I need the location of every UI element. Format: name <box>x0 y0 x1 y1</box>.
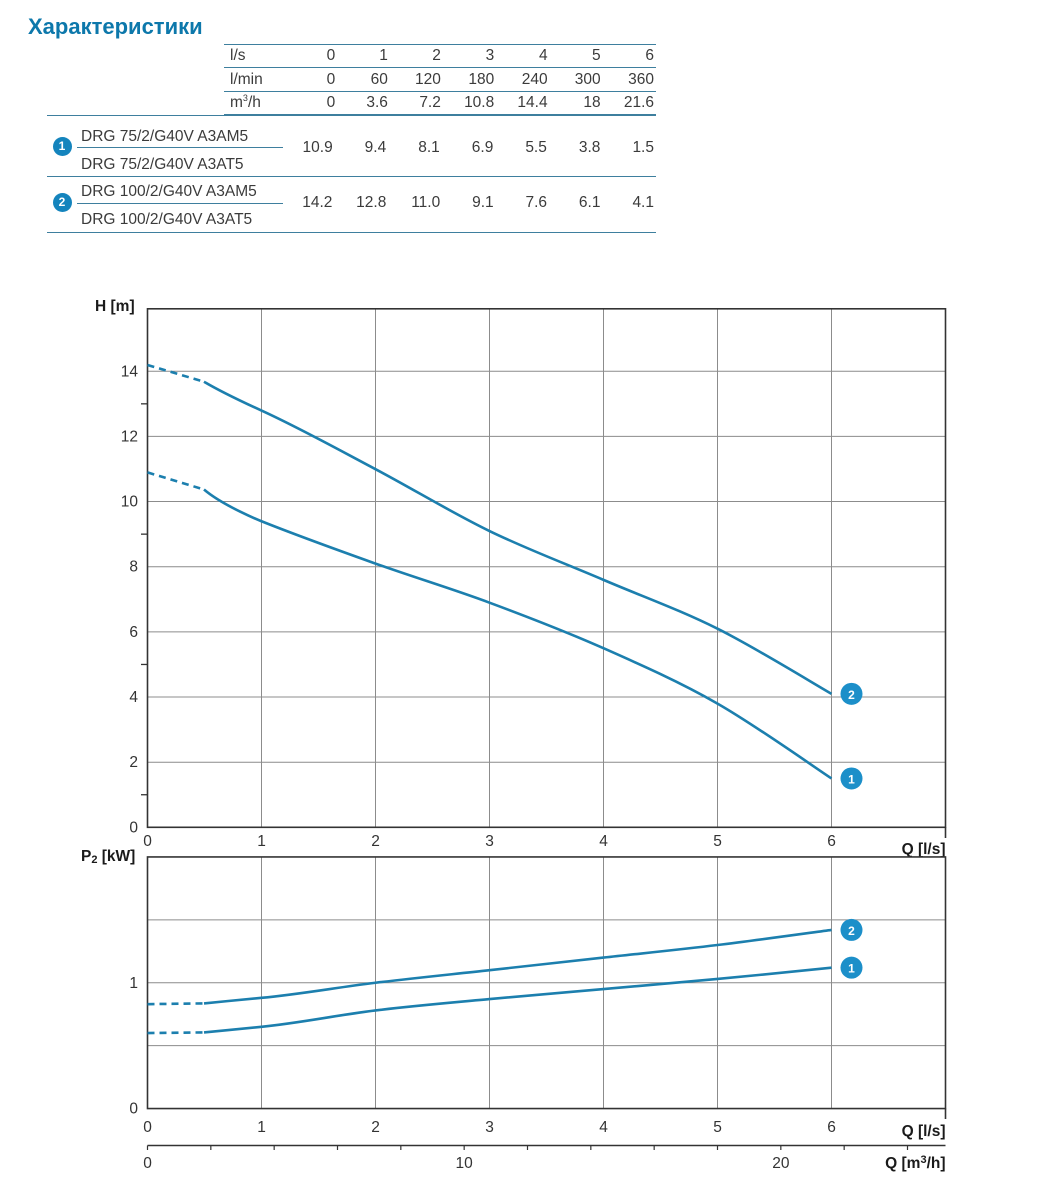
svg-text:2: 2 <box>129 754 138 771</box>
svg-text:0: 0 <box>129 1101 138 1118</box>
svg-text:8: 8 <box>129 559 138 576</box>
svg-text:P2 [kW]: P2 [kW] <box>81 848 135 866</box>
svg-text:2: 2 <box>371 1119 380 1136</box>
svg-text:2: 2 <box>848 924 855 938</box>
svg-text:12: 12 <box>121 428 138 445</box>
svg-text:6: 6 <box>827 1119 836 1136</box>
svg-text:0: 0 <box>143 1119 152 1136</box>
svg-text:5: 5 <box>713 1119 722 1136</box>
svg-text:2: 2 <box>848 688 855 702</box>
svg-text:1: 1 <box>129 975 138 992</box>
svg-text:4: 4 <box>599 1119 608 1136</box>
svg-text:1: 1 <box>257 833 266 850</box>
svg-text:3: 3 <box>485 833 494 850</box>
svg-text:4: 4 <box>129 689 138 706</box>
svg-text:5: 5 <box>713 833 722 850</box>
svg-text:10: 10 <box>121 494 139 511</box>
svg-text:0: 0 <box>129 819 138 836</box>
svg-text:0: 0 <box>143 1155 152 1172</box>
svg-text:Q [l/s]: Q [l/s] <box>902 841 946 858</box>
svg-text:Q [l/s]: Q [l/s] <box>902 1123 946 1140</box>
svg-text:H [m]: H [m] <box>95 298 135 315</box>
svg-text:10: 10 <box>456 1155 474 1172</box>
svg-text:20: 20 <box>772 1155 790 1172</box>
svg-text:1: 1 <box>848 772 855 786</box>
svg-text:6: 6 <box>129 624 138 641</box>
svg-text:0: 0 <box>143 833 152 850</box>
svg-text:1: 1 <box>848 962 855 976</box>
svg-text:14: 14 <box>121 363 139 380</box>
svg-text:1: 1 <box>257 1119 266 1136</box>
svg-text:2: 2 <box>371 833 380 850</box>
svg-text:3: 3 <box>485 1119 494 1136</box>
svg-text:Q [m3/h]: Q [m3/h] <box>885 1154 945 1172</box>
svg-text:6: 6 <box>827 833 836 850</box>
svg-text:4: 4 <box>599 833 608 850</box>
